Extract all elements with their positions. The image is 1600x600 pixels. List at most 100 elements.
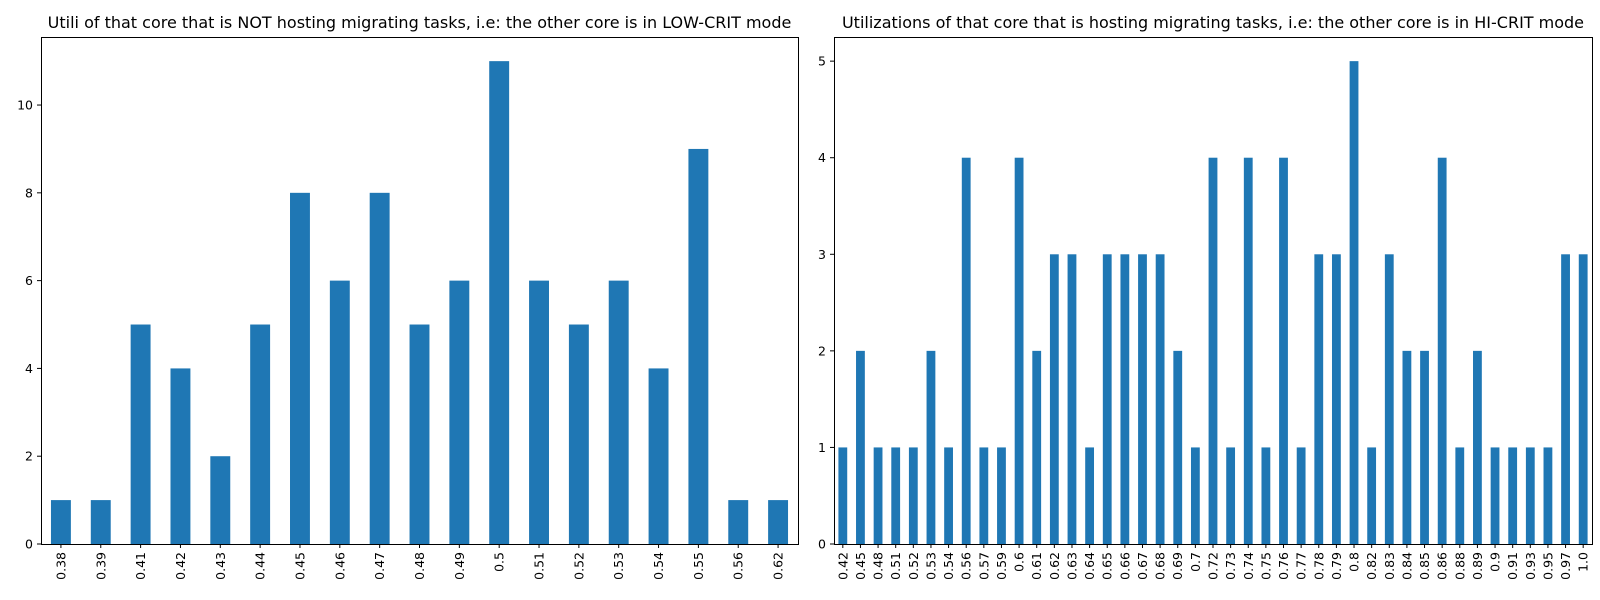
x-tick-label: 0.43 [213,552,228,580]
y-tick-label: 4 [818,150,826,165]
bar [1314,254,1324,545]
x-tick-label: 1.0 [1576,552,1591,572]
x-tick-label: 0.9 [1488,552,1503,572]
x-tick-label: 0.69 [1170,552,1185,580]
x-tick-label: 0.65 [1100,552,1115,580]
x-tick-label: 0.57 [976,552,991,580]
bar [1085,447,1095,544]
bar [1490,447,1500,544]
x-tick-label: 0.48 [871,552,886,580]
x-tick-label: 0.67 [1135,552,1150,580]
bar [1402,350,1412,544]
bar [568,324,589,544]
x-tick-label: 0.72 [1206,552,1221,580]
x-tick-label: 0.76 [1276,552,1291,580]
chart-title: Utilizations of that core that is hostin… [842,13,1584,32]
bar [1173,350,1183,544]
bar [1437,157,1447,544]
bar [1155,254,1165,545]
x-tick-label: 0.52 [571,552,586,580]
bar [608,280,629,544]
x-tick-label: 0.64 [1082,552,1097,580]
bar [1261,447,1271,544]
x-tick-label: 0.61 [1029,552,1044,580]
x-tick-label: 0.48 [412,552,427,580]
y-tick-label: 5 [818,54,826,69]
bar [908,447,918,544]
x-tick-label: 0.39 [93,552,108,580]
x-tick-label: 0.44 [253,552,268,580]
bar [1208,157,1218,544]
bar [1367,447,1377,544]
x-tick-label: 0.89 [1470,552,1485,580]
x-tick-label: 0.45 [853,552,868,580]
bar [489,61,510,544]
bar [728,500,749,544]
x-tick-label: 0.66 [1117,552,1132,580]
y-tick-label: 4 [25,361,33,376]
bar [529,280,549,544]
bar [449,280,470,544]
x-tick-label: 0.68 [1153,552,1168,580]
x-tick-label: 0.56 [731,552,746,580]
x-tick-label: 0.75 [1258,552,1273,580]
x-tick-label: 0.88 [1452,552,1467,580]
bar [856,350,865,544]
x-tick-label: 0.46 [332,552,347,580]
bar [979,447,989,544]
bar [648,368,669,544]
x-tick-label: 0.56 [959,552,974,580]
bar [1067,254,1077,545]
bar [50,500,71,544]
bar [1102,254,1112,545]
x-tick-label: 0.42 [173,552,188,580]
y-tick-label: 2 [818,343,826,358]
bar [1473,350,1482,544]
x-tick-label: 0.82 [1364,552,1379,580]
bar [1032,350,1042,544]
bar [290,192,310,544]
bar [1384,254,1394,545]
bar [1331,254,1341,545]
x-tick-label: 0.97 [1558,552,1573,580]
x-tick-label: 0.74 [1241,552,1256,580]
x-tick-label: 0.62 [771,552,786,580]
chart-title: Utili of that core that is NOT hosting m… [48,13,792,32]
x-tick-label: 0.6 [1012,552,1027,572]
bar [1279,157,1288,544]
bar [926,350,936,544]
bar [1420,350,1429,544]
bar [997,447,1006,544]
bar [210,456,231,544]
bar [688,148,709,544]
bar [1296,447,1306,544]
bar [369,192,390,544]
bar [961,157,971,544]
x-tick-label: 0.54 [651,552,666,580]
bar [1243,157,1253,544]
x-tick-label: 0.54 [941,552,956,580]
x-tick-label: 0.73 [1223,552,1238,580]
x-tick-label: 0.42 [835,552,850,580]
y-tick-label: 0 [818,537,826,552]
bar [1578,254,1588,545]
bar [1120,254,1130,545]
x-tick-label: 0.53 [923,552,938,580]
x-tick-label: 0.7 [1188,552,1203,572]
y-tick-label: 3 [818,247,826,262]
y-tick-label: 0 [25,537,33,552]
x-tick-label: 0.45 [292,552,307,580]
bar [1543,447,1553,544]
left-bar-chart: Utili of that core that is NOT hosting m… [17,13,799,580]
x-tick-label: 0.83 [1382,552,1397,580]
x-tick-label: 0.51 [888,552,903,580]
bar [1014,157,1024,544]
x-tick-label: 0.49 [452,552,467,580]
bar [768,500,789,544]
x-tick-label: 0.84 [1399,552,1414,580]
plot-frame [834,37,1593,545]
y-tick-label: 10 [17,98,33,113]
x-tick-label: 0.62 [1047,552,1062,580]
x-tick-label: 0.79 [1329,552,1344,580]
